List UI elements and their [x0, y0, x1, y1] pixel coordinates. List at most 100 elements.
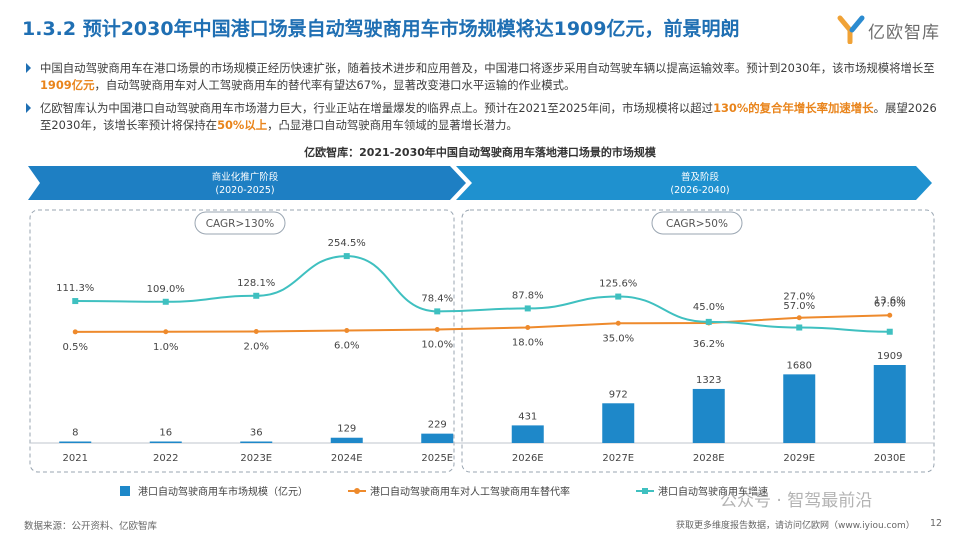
- bar-label-2027E: 972: [609, 389, 628, 400]
- x-tick-2027E: 2027E: [602, 453, 634, 464]
- line-growth-rate: [75, 255, 890, 333]
- x-tick-2021: 2021: [63, 453, 88, 464]
- bar-2030E: [873, 365, 906, 443]
- bullet-highlight: 130%的复合年增长率加速增长: [713, 101, 874, 115]
- growth-label-2021: 111.3%: [56, 283, 94, 294]
- rate-label-2024E: 6.0%: [334, 341, 359, 352]
- legend-label-3: 港口自动驾驶商用车增速: [658, 485, 768, 498]
- point-growth-2021: [72, 298, 79, 305]
- cagr-pill-2: [651, 211, 743, 235]
- growth-label-2022: 109.0%: [147, 284, 185, 295]
- point-growth-2030E: [886, 328, 893, 335]
- phase-box-1: [29, 209, 455, 473]
- growth-label-2029E: 27.0%: [783, 292, 815, 303]
- rate-label-2021: 0.5%: [63, 342, 88, 353]
- point-rate-2023E: [253, 329, 259, 334]
- bullet-item-2: 亿欧智库认为中国港口自动驾驶商用车市场潜力巨大，行业正站在增量爆发的临界点上。预…: [26, 100, 938, 134]
- bar-2028E: [692, 388, 725, 443]
- bullet-text: ，凸显港口自动驾驶商用车领域的显著增长潜力。: [267, 118, 518, 132]
- page-title: 1.3.2 预计2030年中国港口场景自动驾驶商用车市场规模将达1909亿元，前…: [22, 18, 740, 40]
- bar-label-2025E: 229: [428, 420, 447, 431]
- cagr-label-1: CAGR>130%: [206, 218, 275, 230]
- market-size-chart: 商业化推广阶段 (2020-2025) 普及阶段 (2026-2040) CAGR>13…: [28, 166, 935, 498]
- bar-2024E: [330, 437, 363, 443]
- x-tick-2024E: 2024E: [331, 453, 363, 464]
- bullet-marker-icon: [26, 103, 31, 113]
- bullet-text: 。展望2026至2030年，该增长率预计将保持在: [40, 101, 937, 132]
- growth-label-2025E: 78.4%: [421, 293, 453, 304]
- x-tick-2023E: 2023E: [240, 453, 272, 464]
- point-rate-2029E: [796, 315, 802, 321]
- legend-label-1: 港口自动驾驶商用车市场规模（亿元）: [138, 485, 308, 498]
- phase-banner-1: [28, 166, 466, 200]
- point-growth-2027E: [615, 293, 622, 300]
- point-rate-2027E: [615, 320, 621, 326]
- rate-label-2028E: 36.2%: [693, 339, 725, 350]
- point-rate-2022: [163, 329, 169, 335]
- bar-2022: [149, 441, 182, 443]
- phase-box-2: [461, 209, 935, 473]
- point-growth-2024E: [343, 253, 350, 260]
- legend-marker-3: [642, 488, 648, 494]
- bar-2023E: [240, 441, 273, 443]
- phase-name-2: 普及阶段: [681, 171, 720, 183]
- rate-label-2022: 1.0%: [153, 342, 178, 353]
- bar-label-2024E: 129: [337, 424, 356, 435]
- point-growth-2022: [162, 298, 169, 305]
- phase-range-1: (2020-2025): [215, 185, 274, 196]
- bullet-highlight: 1909亿元: [40, 78, 95, 92]
- bar-2025E: [421, 433, 454, 443]
- footer-note: 获取更多维度报告数据，请访问亿欧网（www.iyiou.com）: [676, 521, 915, 531]
- bullet-marker-icon: [26, 63, 31, 73]
- bar-label-2030E: 1909: [877, 351, 902, 362]
- growth-label-2030E: 13.6%: [874, 296, 906, 307]
- legend-marker-2: [354, 488, 360, 494]
- bullet-highlight: 50%以上: [217, 118, 268, 132]
- growth-label-2027E: 125.6%: [599, 279, 637, 290]
- point-rate-2024E: [344, 328, 350, 333]
- point-rate-2021: [72, 329, 78, 335]
- watermark: 公众号 · 智驾最前沿: [720, 491, 873, 511]
- cagr-label-2: CAGR>50%: [666, 218, 728, 230]
- phase-banner-2: [456, 166, 932, 200]
- rate-label-2029E: 57.0%: [783, 301, 815, 312]
- x-tick-2030E: 2030E: [874, 453, 906, 464]
- bullet-list: 中国自动驾驶商用车在港口场景的市场规模正经历快速扩张，随着技术进步和应用普及，中…: [26, 60, 938, 140]
- page-number: 12: [930, 518, 943, 529]
- chart-title: 亿欧智库：2021-2030年中国自动驾驶商用车落地港口场景的市场规模: [304, 146, 656, 159]
- bar-2021: [59, 441, 92, 443]
- point-rate-2030E: [887, 312, 893, 318]
- bar-label-2021: 8: [72, 428, 78, 439]
- point-growth-2028E: [705, 318, 712, 325]
- rate-label-2030E: 67.0%: [874, 298, 906, 309]
- x-tick-2029E: 2029E: [783, 453, 815, 464]
- bullet-text: ，自动驾驶商用车对人工驾驶商用车的替代率有望达67%，显著改变港口水平运输的作业…: [94, 78, 576, 92]
- logo-icon: [837, 15, 865, 44]
- point-growth-2025E: [434, 308, 441, 315]
- bar-2027E: [602, 403, 635, 443]
- growth-label-2024E: 254.5%: [328, 238, 366, 249]
- legend-label-2: 港口自动驾驶商用车对人工驾驶商用车替代率: [370, 485, 570, 498]
- line-replacement-rate: [75, 314, 890, 333]
- rate-label-2025E: 10.0%: [421, 340, 453, 351]
- logo-text: 亿欧智库: [868, 23, 940, 43]
- point-growth-2023E: [253, 292, 260, 299]
- bar-2029E: [783, 374, 816, 443]
- x-tick-2025E: 2025E: [421, 453, 453, 464]
- rate-label-2026E: 18.0%: [512, 338, 544, 349]
- legend-swatch-1: [120, 486, 130, 496]
- point-growth-2029E: [796, 324, 803, 331]
- growth-label-2023E: 128.1%: [237, 278, 275, 289]
- bullet-text: 亿欧智库认为中国港口自动驾驶商用车市场潜力巨大，行业正站在增量爆发的临界点上。预…: [40, 101, 714, 115]
- bar-2026E: [511, 425, 544, 443]
- growth-label-2026E: 87.8%: [512, 290, 544, 301]
- point-growth-2026E: [524, 305, 531, 312]
- source-note: 数据来源：公开资料、亿欧智库: [24, 521, 158, 532]
- bar-label-2029E: 1680: [787, 360, 812, 371]
- bar-label-2023E: 36: [250, 428, 263, 439]
- x-tick-2022: 2022: [153, 453, 178, 464]
- bar-label-2028E: 1323: [696, 375, 721, 386]
- point-rate-2026E: [525, 325, 531, 330]
- cagr-pill-1: [194, 211, 286, 235]
- rate-label-2023E: 2.0%: [244, 342, 269, 353]
